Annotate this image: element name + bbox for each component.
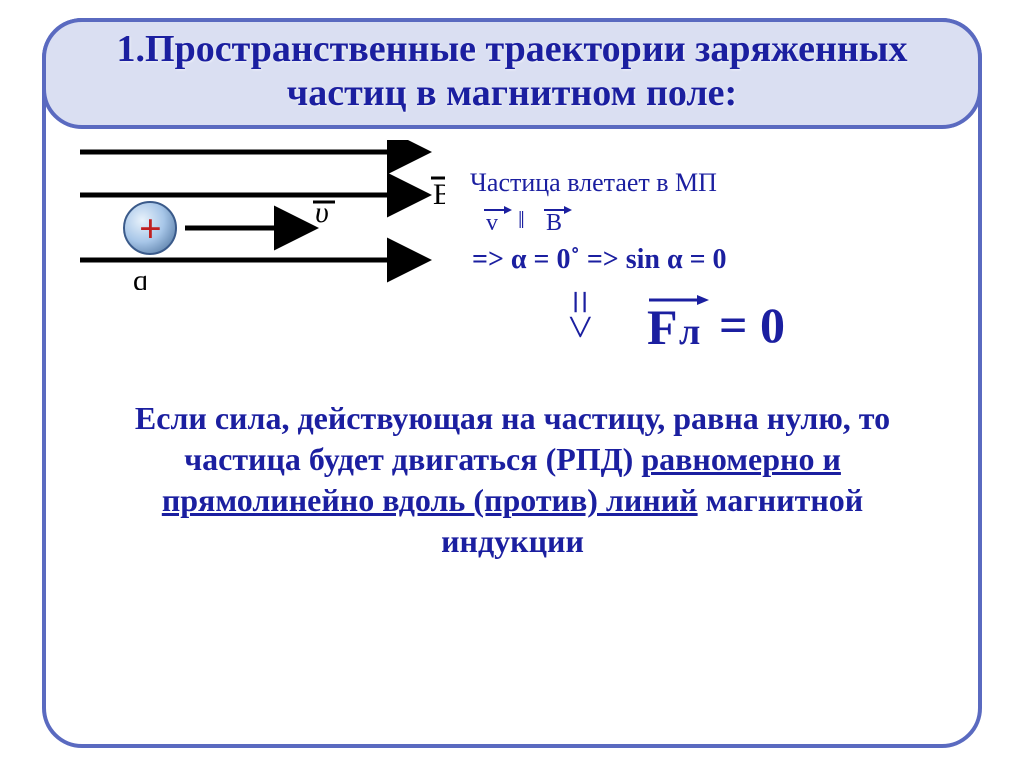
svg-text:v: v — [486, 210, 498, 234]
q-label: q — [133, 264, 148, 290]
statement-line-1: Частица влетает в МП — [470, 168, 717, 198]
statement-line-3: => α = 0˚ => sin α = 0 — [472, 244, 727, 276]
svg-text:ǁ: ǁ — [518, 208, 525, 234]
statement-line-4: => F л = 0 — [555, 290, 845, 350]
svg-text:л: л — [679, 311, 700, 350]
plus-icon: + — [139, 206, 162, 251]
statement-line-2: v ǁ B — [482, 202, 602, 234]
b-label: B — [433, 178, 445, 211]
svg-text:B: B — [546, 210, 562, 234]
page-title: 1.Пространственные траектории заряженных… — [66, 28, 958, 115]
title-box: 1.Пространственные траектории заряженных… — [42, 18, 982, 129]
v-parallel-b: v ǁ B — [482, 204, 602, 234]
svg-text:= 0: = 0 — [719, 297, 785, 350]
field-diagram: + υ B q — [75, 140, 445, 290]
conclusion-text: Если сила, действующая на частицу, равна… — [90, 398, 935, 562]
v-label: υ — [315, 196, 329, 229]
implies-down-icon: => — [554, 290, 605, 340]
svg-text:F: F — [647, 299, 678, 350]
lorentz-force-zero: F л = 0 — [645, 290, 845, 350]
